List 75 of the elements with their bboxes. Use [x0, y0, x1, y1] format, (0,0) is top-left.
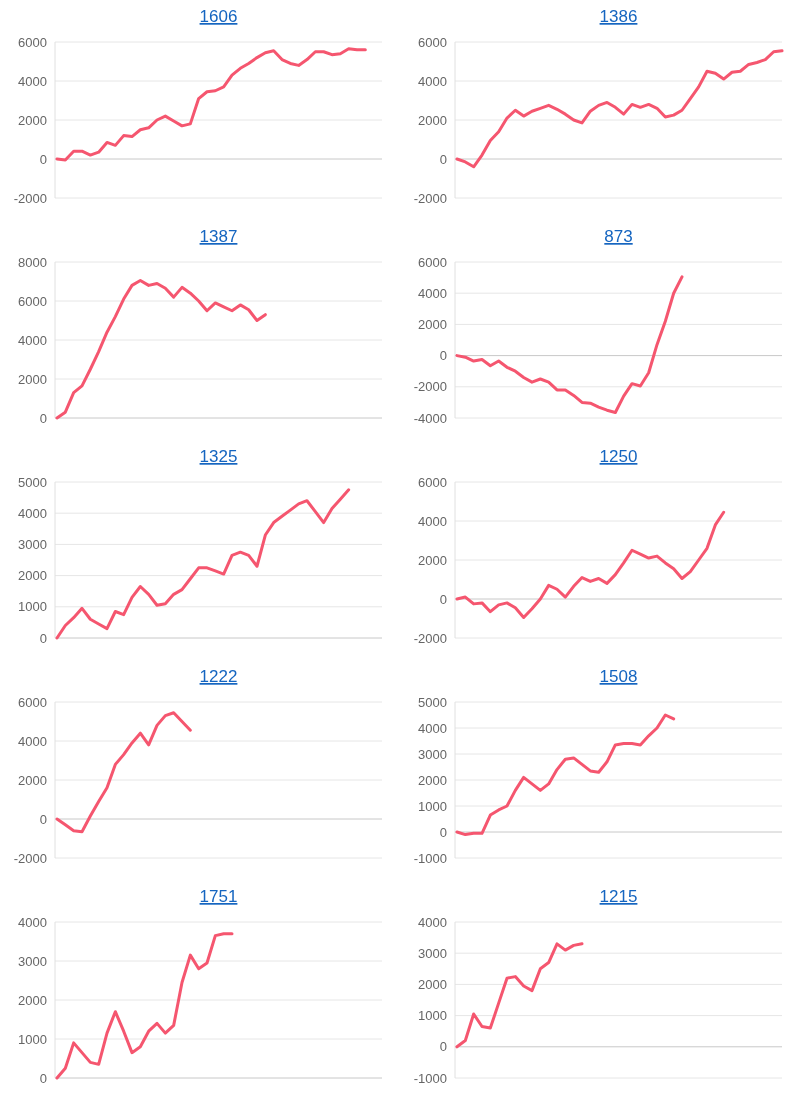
- chart-title: 1751: [199, 887, 238, 906]
- y-tick-label: 0: [439, 591, 447, 607]
- chart-title: 1325: [199, 447, 238, 466]
- chart-title: 1222: [199, 667, 238, 686]
- line-series: [455, 942, 584, 1049]
- y-tick-label: 4000: [418, 73, 447, 89]
- y-tick-label: 4000: [18, 505, 47, 521]
- y-tick-label: 6000: [418, 34, 447, 50]
- chart-title: 1508: [599, 667, 638, 686]
- y-tick-label: 0: [439, 824, 447, 840]
- y-tick-label: 0: [39, 1070, 47, 1086]
- y-tick-label: 8000: [18, 254, 47, 270]
- line-series: [55, 711, 192, 834]
- y-tick-label: 6000: [18, 694, 47, 710]
- y-tick-label: -2000: [13, 190, 47, 206]
- y-tick-label: 2000: [418, 112, 447, 128]
- y-tick-label: -4000: [413, 410, 447, 426]
- y-tick-label: 1000: [18, 599, 47, 615]
- y-tick-label: 0: [39, 410, 47, 426]
- line-series: [455, 713, 676, 837]
- y-tick-label: 4000: [418, 914, 447, 930]
- line-series: [455, 510, 726, 620]
- y-tick-label: 2000: [418, 552, 447, 568]
- y-tick-label: 1000: [418, 798, 447, 814]
- line-series: [55, 47, 367, 162]
- chart-title: 1250: [599, 447, 638, 466]
- y-tick-label: 2000: [18, 992, 47, 1008]
- y-tick-label: 4000: [18, 733, 47, 749]
- y-tick-label: 3000: [418, 746, 447, 762]
- y-tick-label: 4000: [18, 332, 47, 348]
- y-tick-label: 4000: [418, 285, 447, 301]
- line-series: [455, 275, 684, 415]
- y-tick-label: 0: [39, 811, 47, 827]
- y-tick-label: 6000: [418, 254, 447, 270]
- y-tick-label: -2000: [413, 630, 447, 646]
- y-tick-label: 4000: [418, 513, 447, 529]
- chart-title: 1215: [599, 887, 638, 906]
- y-tick-label: 2000: [418, 772, 447, 788]
- y-tick-label: -1000: [413, 850, 447, 866]
- y-tick-label: 2000: [18, 772, 47, 788]
- y-tick-label: -1000: [413, 1070, 447, 1086]
- y-tick-label: 6000: [18, 34, 47, 50]
- y-tick-label: 1000: [418, 1008, 447, 1024]
- y-tick-label: 3000: [18, 953, 47, 969]
- y-tick-label: 2000: [18, 568, 47, 584]
- y-tick-label: 0: [439, 151, 447, 167]
- chart-title: 1387: [199, 227, 238, 246]
- y-tick-label: 6000: [18, 293, 47, 309]
- line-series: [455, 49, 784, 169]
- y-tick-label: 0: [439, 1039, 447, 1055]
- y-tick-label: 0: [39, 630, 47, 646]
- y-tick-label: 4000: [18, 914, 47, 930]
- y-tick-label: 3000: [18, 536, 47, 552]
- y-tick-label: 1000: [18, 1031, 47, 1047]
- chart-title: 1606: [199, 7, 238, 26]
- y-tick-label: 2000: [18, 371, 47, 387]
- y-tick-label: 4000: [18, 73, 47, 89]
- y-tick-label: -2000: [13, 850, 47, 866]
- y-tick-label: 2000: [418, 976, 447, 992]
- y-tick-label: 5000: [18, 474, 47, 490]
- chart-title: 1386: [599, 7, 638, 26]
- y-tick-label: 2000: [418, 316, 447, 332]
- y-tick-label: 0: [439, 348, 447, 364]
- chart-title: 873: [604, 227, 633, 246]
- y-tick-label: 2000: [18, 112, 47, 128]
- line-series: [55, 279, 267, 420]
- y-tick-label: 0: [39, 151, 47, 167]
- line-series: [55, 488, 351, 640]
- y-tick-label: -2000: [413, 379, 447, 395]
- y-tick-label: -2000: [413, 190, 447, 206]
- y-tick-label: 3000: [418, 945, 447, 961]
- y-tick-label: 5000: [418, 694, 447, 710]
- y-tick-label: 4000: [418, 720, 447, 736]
- line-series: [55, 932, 234, 1080]
- y-tick-label: 6000: [418, 474, 447, 490]
